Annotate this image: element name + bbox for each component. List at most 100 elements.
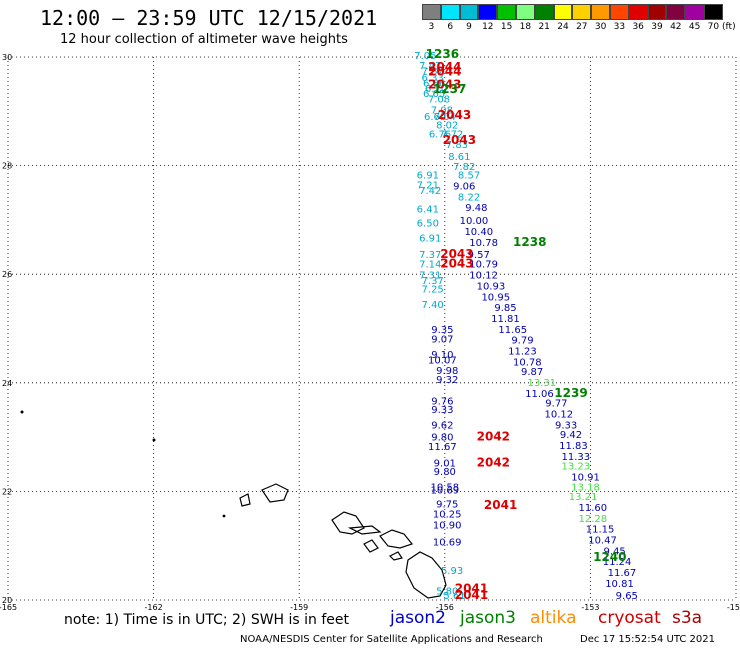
colorbar-label: 9 <box>466 22 472 32</box>
x-tick-label: -162 <box>145 603 163 610</box>
pass-time-label: 2043 <box>438 108 471 122</box>
pass-time-label: 1240 <box>593 550 626 564</box>
wave-height-label: 13.21 <box>569 492 598 503</box>
pass-time-label: 2041 <box>455 581 488 595</box>
wave-height-label: 11.65 <box>498 325 527 336</box>
hawaiian-islands <box>20 410 447 599</box>
color-scale-legend: 3 6 9 12 15 18 21 24 27 30 33 36 39 42 45 70 (ft) <box>422 4 736 34</box>
wave-height-label: 9.57 <box>468 250 490 261</box>
wave-height-label: 7.31 <box>419 271 441 282</box>
wave-height-label: 7.21 <box>417 180 439 191</box>
island-necker <box>20 410 24 414</box>
wave-height-label: 9.77 <box>545 399 567 410</box>
wave-height-label: 5.80 <box>436 587 458 598</box>
y-tick-label: 24 <box>2 379 12 388</box>
island-oahu <box>331 511 365 535</box>
wave-height-label: 9.79 <box>511 336 533 347</box>
island-hawaii <box>405 551 447 599</box>
colorbar-label: 21 <box>538 22 550 32</box>
island-kauai <box>261 483 289 503</box>
wave-height-label: 9.06 <box>453 181 475 192</box>
wave-height-label: 10.12 <box>469 271 498 282</box>
pass-time-label: 1237 <box>433 82 466 96</box>
wave-height-label: 6.91 <box>419 234 441 245</box>
pass-time-label: 2043 <box>428 77 461 91</box>
pass-time-label: 2043 <box>443 133 476 147</box>
wave-height-label: 11.81 <box>491 314 520 325</box>
wave-height-label: 8.22 <box>458 192 480 203</box>
wave-height-label: 10.81 <box>605 579 634 590</box>
wave-height-label: 9.87 <box>521 367 543 378</box>
wave-height-label: 13.23 <box>562 462 591 473</box>
colorbar-swatch <box>666 4 686 20</box>
colorbar-swatch <box>704 4 723 20</box>
pass-time-label: 2042 <box>477 429 510 443</box>
footer-note: note: 1) Time is in UTC; 2) SWH is in fe… <box>64 612 350 628</box>
map-grid <box>7 56 737 601</box>
wave-height-label: 7.14 <box>419 260 441 271</box>
wave-height-label: 6.33 <box>422 73 444 84</box>
wave-height-label: 10.95 <box>481 292 510 303</box>
pass-time-label: 2043 <box>440 247 473 261</box>
wave-height-label: 8.57 <box>458 171 480 182</box>
wave-height-label: 13.18 <box>571 482 600 493</box>
y-tick-label: 22 <box>2 487 12 496</box>
wave-height-label: 7.05 <box>414 51 436 62</box>
axis-tick-labels: -165 -162 -159 -156 -153 -150 20 22 24 26 28 30 <box>0 53 740 610</box>
wave-height-label: 10.78 <box>513 357 542 368</box>
wave-height-label: 7.37 <box>419 250 441 261</box>
colorbar-swatch <box>591 4 610 20</box>
wave-height-label: 11.23 <box>508 347 537 358</box>
colorbar-swatch <box>572 4 592 20</box>
colorbar-label: 30 <box>594 22 607 32</box>
wave-height-label: 9.45 <box>604 546 626 557</box>
wave-height-label: 11.83 <box>559 441 588 452</box>
colorbar-swatch <box>516 4 535 20</box>
y-tick-label: 28 <box>2 162 12 171</box>
wave-height-label: 9.75 <box>436 500 458 511</box>
chart-subtitle: 12 hour collection of altimeter wave hei… <box>60 32 348 47</box>
colorbar-swatch <box>440 4 460 20</box>
pass-time-label: 2044 <box>428 60 461 74</box>
wave-height-label: 9.80 <box>431 432 453 443</box>
wave-height-label: 12.28 <box>579 514 608 525</box>
wave-height-label: 10.00 <box>460 216 489 227</box>
colorbar-label: 3 <box>428 22 435 32</box>
wave-height-label: 11.06 <box>525 389 554 400</box>
colorbar-label: 27 <box>576 22 588 32</box>
wave-height-label: 6.60 <box>424 112 446 123</box>
colorbar-swatch <box>610 4 629 20</box>
wave-height-label: 7.83 <box>446 140 468 151</box>
island-lanai <box>363 539 379 553</box>
y-tick-label: 30 <box>2 53 12 62</box>
wave-height-label: 10.90 <box>433 520 462 531</box>
altimeter-map-plot: 7.057.477.876.336.866.706.657.087.086.60… <box>0 47 740 610</box>
wave-height-label: 10.78 <box>469 238 498 249</box>
island-molokai <box>347 525 382 535</box>
wave-height-label: 6.65 <box>423 89 445 100</box>
colorbar-swatch <box>459 4 479 20</box>
pass-time-label: 1236 <box>426 47 459 61</box>
island-niihau <box>239 493 251 507</box>
island-maui <box>379 529 414 549</box>
wave-height-label: 13.31 <box>528 378 557 389</box>
x-tick-label: -156 <box>436 603 454 610</box>
x-tick-label: -150 <box>727 603 740 610</box>
wave-height-label: 10.69 <box>430 486 459 497</box>
wave-height-label: 10.25 <box>433 509 462 520</box>
wave-height-label: 9.85 <box>494 303 516 314</box>
colorbar-swatch <box>647 4 667 20</box>
colorbar-label: 39 <box>651 22 663 32</box>
colorbar-swatch <box>497 4 516 20</box>
wave-height-label: 9.10 <box>431 350 453 361</box>
wave-height-label: 11.24 <box>603 557 632 568</box>
wave-height-label: 6.91 <box>417 171 439 182</box>
y-tick-label: 20 <box>2 596 12 605</box>
colorbar-label: 45 <box>688 22 701 32</box>
wave-height-label: 7.25 <box>422 285 444 296</box>
wave-height-label: 6.41 <box>417 204 439 215</box>
colorbar-unit: (ft) <box>722 22 736 32</box>
wave-height-label: 7.40 <box>422 300 444 311</box>
colorbar-label: 24 <box>557 22 569 32</box>
wave-height-label: 9.62 <box>431 420 453 431</box>
